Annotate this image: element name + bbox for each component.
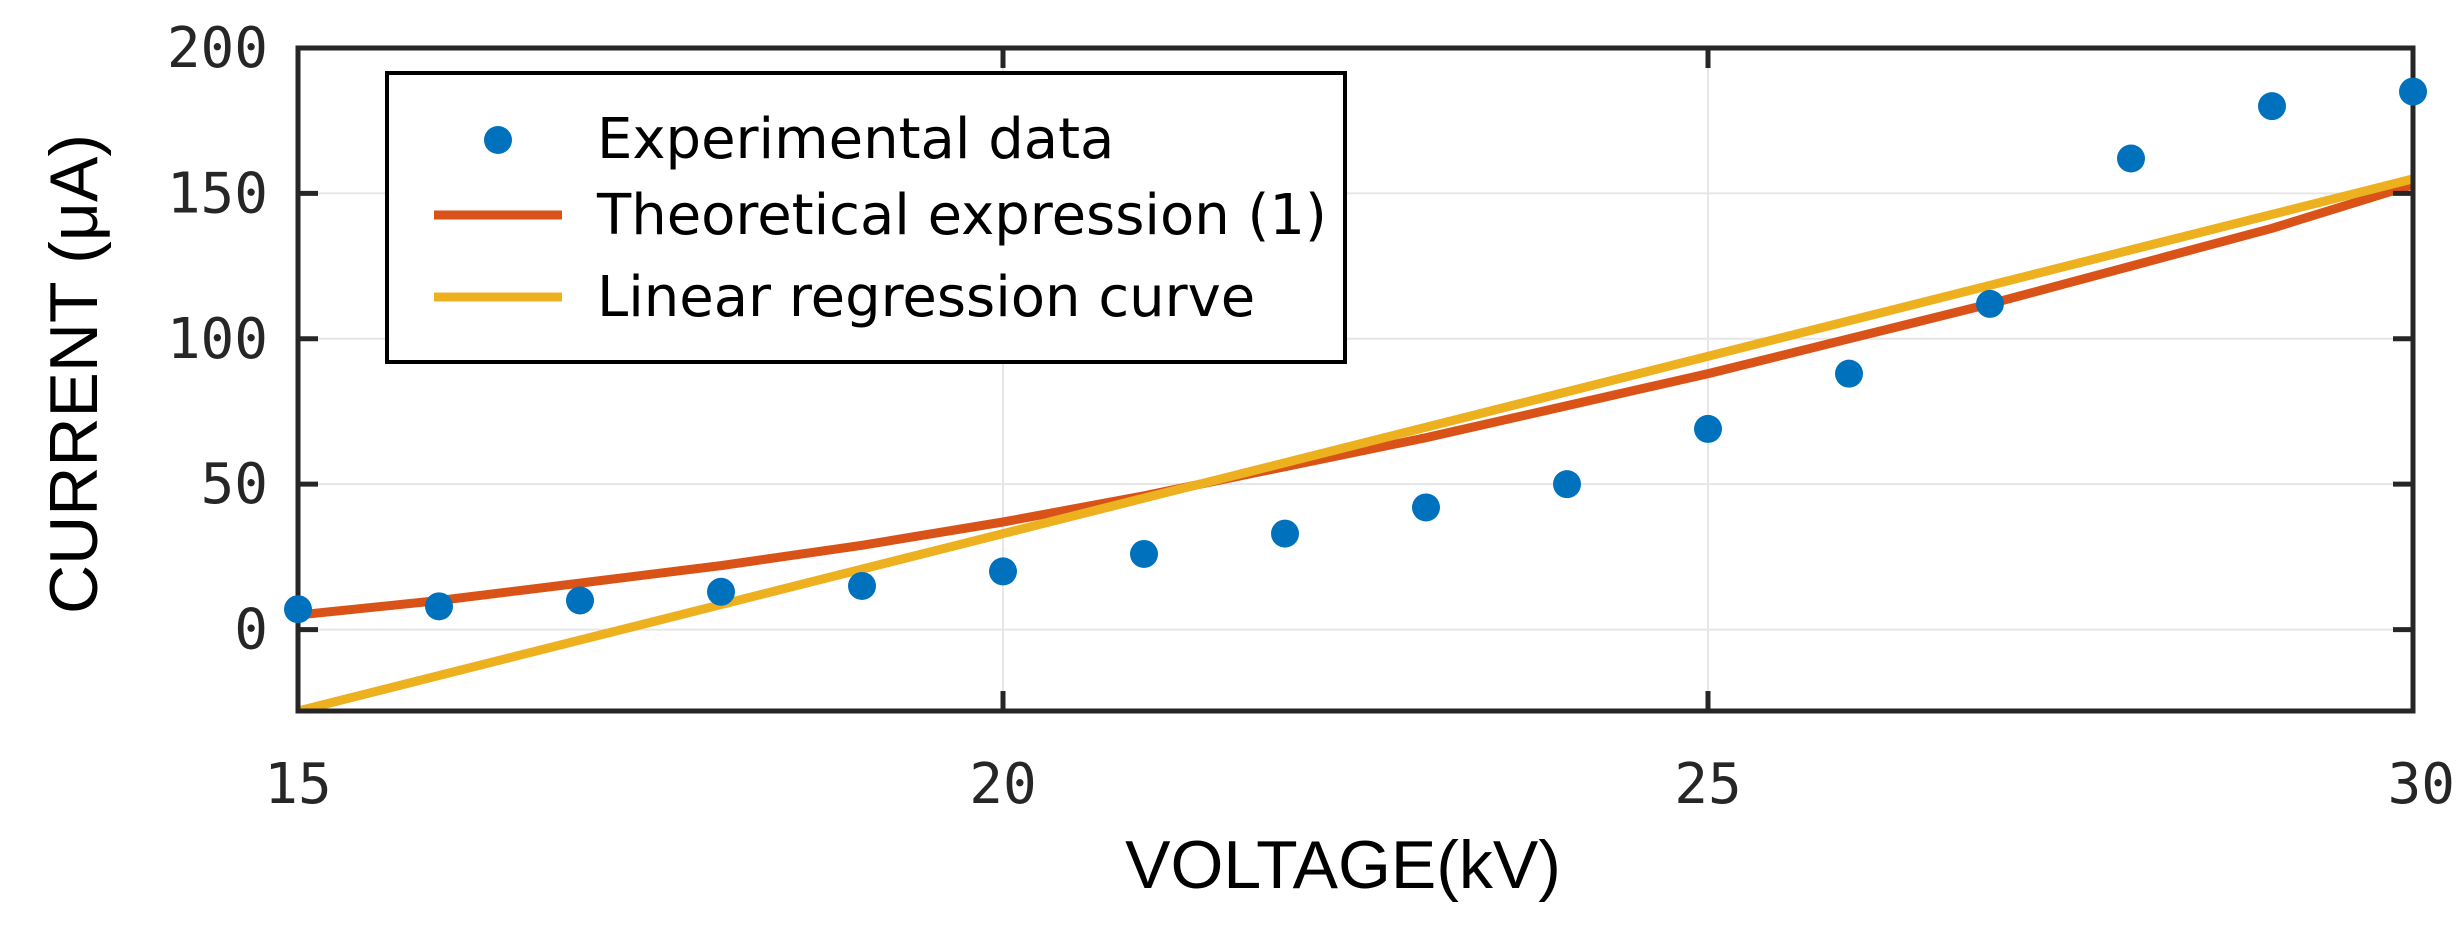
data-point	[707, 577, 735, 606]
y-tick-label: 100	[167, 307, 268, 372]
data-point	[1976, 289, 2004, 318]
y-tick-label: 0	[234, 598, 268, 663]
x-tick-label: 15	[264, 752, 331, 817]
series-line-linear-regression	[298, 174, 2413, 711]
x-tick-label: 30	[2388, 752, 2455, 817]
data-point	[1412, 493, 1440, 522]
y-tick-label: 200	[167, 16, 268, 81]
data-point	[2399, 77, 2427, 106]
data-point	[989, 557, 1017, 586]
legend-marker-experimental-data	[484, 126, 512, 154]
data-point	[1835, 359, 1863, 388]
series-line-theoretical-expression	[298, 180, 2413, 620]
x-tick-label: 25	[1674, 752, 1741, 817]
plot-area	[298, 174, 2413, 711]
axes	[295, 45, 2416, 714]
legend: Experimental data Theoretical expression…	[385, 71, 1347, 364]
y-axis-title: CURRENT (μA)	[36, 134, 112, 614]
data-point	[1130, 539, 1158, 568]
legend-label-theoretical-expression: Theoretical expression (1)	[596, 183, 1327, 248]
y-tick-label: 150	[167, 161, 268, 226]
data-point	[1694, 414, 1722, 443]
data-point	[425, 592, 453, 621]
data-point	[566, 586, 594, 615]
tick-labels: 15 20 25 30 0 50 100 150 200	[167, 16, 2455, 817]
data-point	[1553, 470, 1581, 499]
data-point	[848, 571, 876, 600]
data-point	[1271, 519, 1299, 548]
x-axis-title: VOLTAGE(kV)	[1125, 827, 1561, 903]
data-point	[2258, 92, 2286, 121]
data-point	[2117, 144, 2145, 173]
legend-label-experimental-data: Experimental data	[597, 107, 1114, 172]
x-tick-label: 20	[969, 752, 1036, 817]
data-point	[284, 595, 312, 624]
axes-box	[295, 45, 2416, 714]
y-tick-label: 50	[201, 452, 268, 517]
legend-label-linear-regression: Linear regression curve	[597, 265, 1255, 330]
